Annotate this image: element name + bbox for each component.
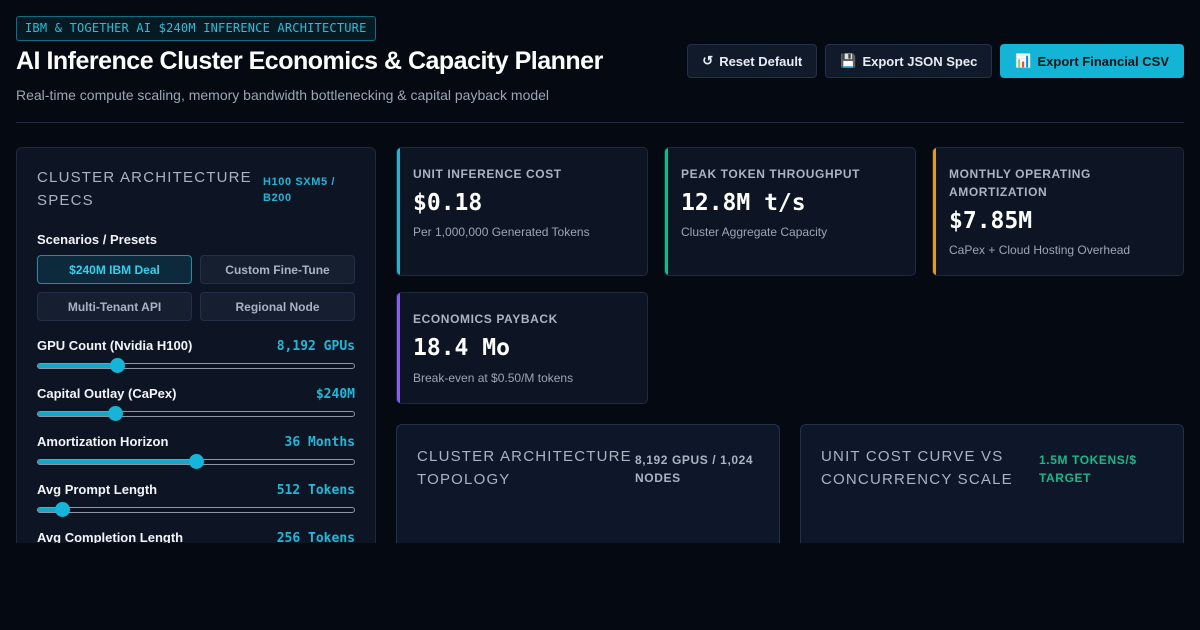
preset-regional-node[interactable]: Regional Node: [200, 292, 355, 321]
prompt-length-slider-row: Avg Prompt Length 512 Tokens: [37, 482, 355, 517]
page-subtitle: Real-time compute scaling, memory bandwi…: [16, 87, 550, 103]
cluster-specs-panel: CLUSTER ARCHITECTURE SPECS H100 SXM5 / B…: [16, 147, 376, 567]
kpi-throughput-sub: Cluster Aggregate Capacity: [681, 225, 828, 239]
prompt-length-slider-thumb[interactable]: [54, 502, 70, 517]
capex-label: Capital Outlay (CaPex): [37, 386, 177, 401]
kpi-accent-bar: [397, 293, 400, 403]
kpi-unit-cost-sub: Per 1,000,000 Generated Tokens: [413, 225, 590, 239]
capex-slider-thumb[interactable]: [108, 406, 124, 421]
gpu-model-badge: H100 SXM5 / B200: [263, 176, 336, 204]
kpi-payback-card: ECONOMICS PAYBACK 18.4 Mo Break-even at …: [396, 292, 648, 404]
kpi-amortization-card: MONTHLY OPERATING AMORTIZATION $7.85M Ca…: [932, 147, 1184, 276]
amortization-slider[interactable]: [37, 454, 355, 469]
kpi-payback-sub: Break-even at $0.50/M tokens: [413, 371, 574, 385]
prompt-length-slider[interactable]: [37, 502, 355, 517]
header-divider: [16, 122, 1184, 123]
export-csv-label: Export Financial CSV: [1037, 53, 1169, 69]
kpi-throughput-value: 12.8M t/s: [681, 190, 806, 216]
gpu-count-label: GPU Count (Nvidia H100): [37, 338, 193, 353]
cost-curve-title: UNIT COST CURVE VS CONCURRENCY SCALE: [821, 448, 1013, 488]
viewport-cutoff: [0, 543, 1200, 630]
prompt-length-slider-fill: [38, 508, 62, 512]
kpi-unit-cost-value: $0.18: [413, 190, 483, 216]
completion-length-label: Avg Completion Length: [37, 530, 184, 545]
page-title: AI Inference Cluster Economics & Capacit…: [16, 47, 603, 75]
specs-panel-header: CLUSTER ARCHITECTURE SPECS H100 SXM5 / B…: [37, 166, 355, 212]
kpi-payback-value: 18.4 Mo: [413, 335, 510, 361]
capex-slider[interactable]: [37, 406, 355, 421]
header-tag: IBM & TOGETHER AI $240M INFERENCE ARCHIT…: [16, 16, 376, 41]
cost-curve-badge: 1.5M TOKENS/$ TARGET: [1039, 453, 1137, 485]
kpi-amortization-label: MONTHLY OPERATING AMORTIZATION: [949, 167, 1091, 199]
header-actions: ↺ Reset Default 💾 Export JSON Spec 📊 Exp…: [687, 44, 1184, 78]
prompt-length-value: 512 Tokens: [276, 483, 355, 498]
gpu-count-value: 8,192 GPUs: [276, 339, 355, 354]
export-json-label: Export JSON Spec: [862, 53, 978, 69]
gpu-count-slider-thumb[interactable]: [110, 358, 125, 373]
reset-icon: ↺: [702, 53, 714, 68]
kpi-unit-cost-card: UNIT INFERENCE COST $0.18 Per 1,000,000 …: [396, 147, 648, 276]
topology-badge: 8,192 GPUS / 1,024 NODES: [635, 453, 754, 485]
kpi-accent-bar: [933, 148, 936, 275]
topology-title: CLUSTER ARCHITECTURE TOPOLOGY: [417, 448, 632, 488]
preset-multi-tenant-api[interactable]: Multi-Tenant API: [37, 292, 192, 321]
presets-grid: $240M IBM Deal Custom Fine-Tune Multi-Te…: [37, 255, 355, 321]
amortization-value: 36 Months: [284, 435, 355, 450]
kpi-amortization-sub: CaPex + Cloud Hosting Overhead: [949, 243, 1131, 257]
kpi-accent-bar: [665, 148, 668, 275]
capex-slider-row: Capital Outlay (CaPex) $240M: [37, 386, 355, 421]
reset-default-label: Reset Default: [719, 53, 803, 69]
capex-value: $240M: [315, 387, 355, 402]
gpu-count-slider[interactable]: [37, 358, 355, 373]
floppy-disk-icon: 💾: [840, 53, 857, 68]
bar-chart-icon: 📊: [1015, 53, 1032, 68]
prompt-length-label: Avg Prompt Length: [37, 482, 158, 497]
kpi-payback-label: ECONOMICS PAYBACK: [413, 312, 558, 326]
gpu-count-slider-fill: [38, 364, 117, 368]
kpi-throughput-card: PEAK TOKEN THROUGHPUT 12.8M t/s Cluster …: [664, 147, 916, 276]
export-csv-button[interactable]: 📊 Export Financial CSV: [1000, 44, 1184, 78]
kpi-throughput-label: PEAK TOKEN THROUGHPUT: [681, 167, 861, 181]
specs-panel-title: CLUSTER ARCHITECTURE SPECS: [37, 169, 252, 209]
amortization-slider-fill: [38, 460, 196, 464]
presets-label: Scenarios / Presets: [37, 232, 157, 247]
amortization-slider-thumb[interactable]: [189, 454, 204, 469]
kpi-amortization-value: $7.85M: [949, 208, 1033, 234]
gpu-count-slider-row: GPU Count (Nvidia H100) 8,192 GPUs: [37, 338, 355, 373]
capex-slider-fill: [38, 412, 116, 416]
kpi-accent-bar: [397, 148, 400, 275]
amortization-label: Amortization Horizon: [37, 434, 169, 449]
amortization-slider-row: Amortization Horizon 36 Months: [37, 434, 355, 469]
completion-length-value: 256 Tokens: [276, 531, 355, 546]
preset-ibm-deal[interactable]: $240M IBM Deal: [37, 255, 192, 284]
kpi-unit-cost-label: UNIT INFERENCE COST: [413, 167, 562, 181]
preset-custom-fine-tune[interactable]: Custom Fine-Tune: [200, 255, 355, 284]
export-json-button[interactable]: 💾 Export JSON Spec: [825, 44, 993, 78]
reset-default-button[interactable]: ↺ Reset Default: [687, 44, 818, 78]
